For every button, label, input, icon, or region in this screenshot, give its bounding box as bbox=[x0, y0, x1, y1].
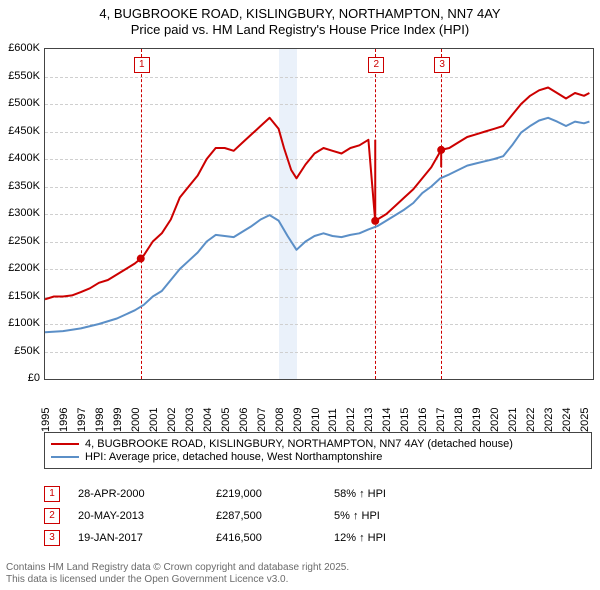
x-tick-label: 1996 bbox=[58, 408, 70, 432]
title-line-2: Price paid vs. HM Land Registry's House … bbox=[0, 22, 600, 38]
attribution-line-1: Contains HM Land Registry data © Crown c… bbox=[6, 562, 594, 574]
y-tick-label: £600K bbox=[8, 42, 40, 54]
x-tick-label: 2003 bbox=[184, 408, 196, 432]
sale-date: 28-APR-2000 bbox=[78, 488, 198, 500]
x-tick-label: 2017 bbox=[435, 408, 447, 432]
x-tick-label: 2009 bbox=[292, 408, 304, 432]
figure: 4, BUGBROOKE ROAD, KISLINGBURY, NORTHAMP… bbox=[0, 0, 600, 590]
sale-point bbox=[137, 255, 145, 263]
y-tick-label: £200K bbox=[8, 262, 40, 274]
x-tick-label: 2000 bbox=[130, 408, 142, 432]
sale-price: £416,500 bbox=[216, 532, 316, 544]
sale-row-marker: 2 bbox=[44, 508, 60, 524]
sale-delta: 5% ↑ HPI bbox=[334, 510, 592, 522]
x-tick-label: 1999 bbox=[112, 408, 124, 432]
legend-swatch bbox=[51, 443, 79, 445]
x-tick-label: 1997 bbox=[76, 408, 88, 432]
title-block: 4, BUGBROOKE ROAD, KISLINGBURY, NORTHAMP… bbox=[0, 0, 600, 39]
sales-table: 1 28-APR-2000 £219,000 58% ↑ HPI 2 20-MAY-201… bbox=[44, 480, 592, 552]
x-tick-label: 2001 bbox=[148, 408, 160, 432]
x-tick-label: 2023 bbox=[543, 408, 555, 432]
chart: £0 £50K £100K £150K £200K £250K £300K £350K £400… bbox=[0, 42, 600, 427]
y-tick-label: £550K bbox=[8, 70, 40, 82]
x-tick-label: 2006 bbox=[238, 408, 250, 432]
sale-row-marker: 1 bbox=[44, 486, 60, 502]
sale-date: 20-MAY-2013 bbox=[78, 510, 198, 522]
y-tick-label: £100K bbox=[8, 317, 40, 329]
y-axis: £0 £50K £100K £150K £200K £250K £300K £350K £400… bbox=[0, 42, 42, 427]
sale-marker-box: 2 bbox=[368, 57, 384, 73]
x-tick-label: 2010 bbox=[310, 408, 322, 432]
sale-price: £219,000 bbox=[216, 488, 316, 500]
y-tick-label: £300K bbox=[8, 207, 40, 219]
x-tick-label: 2020 bbox=[489, 408, 501, 432]
x-tick-label: 2004 bbox=[202, 408, 214, 432]
attribution: Contains HM Land Registry data © Crown c… bbox=[6, 562, 594, 586]
x-tick-label: 2021 bbox=[507, 408, 519, 432]
x-tick-label: 2024 bbox=[561, 408, 573, 432]
sale-row: 2 20-MAY-2013 £287,500 5% ↑ HPI bbox=[44, 508, 592, 524]
sale-date: 19-JAN-2017 bbox=[78, 532, 198, 544]
sale-row-marker: 3 bbox=[44, 530, 60, 546]
x-tick-label: 2005 bbox=[220, 408, 232, 432]
sale-delta: 58% ↑ HPI bbox=[334, 488, 592, 500]
y-tick-label: £500K bbox=[8, 97, 40, 109]
x-tick-label: 1998 bbox=[94, 408, 106, 432]
x-tick-label: 2019 bbox=[471, 408, 483, 432]
sale-delta: 12% ↑ HPI bbox=[334, 532, 592, 544]
x-tick-label: 2025 bbox=[579, 408, 591, 432]
x-tick-label: 2016 bbox=[417, 408, 429, 432]
x-tick-label: 2014 bbox=[381, 408, 393, 432]
title-line-1: 4, BUGBROOKE ROAD, KISLINGBURY, NORTHAMP… bbox=[0, 6, 600, 22]
y-tick-label: £350K bbox=[8, 180, 40, 192]
legend: 4, BUGBROOKE ROAD, KISLINGBURY, NORTHAMP… bbox=[44, 432, 592, 469]
x-tick-label: 2022 bbox=[525, 408, 537, 432]
plot-area: 1 2 3 bbox=[44, 48, 594, 380]
sale-point bbox=[437, 146, 445, 154]
y-tick-label: £250K bbox=[8, 235, 40, 247]
x-tick-label: 2011 bbox=[327, 408, 339, 432]
sale-row: 3 19-JAN-2017 £416,500 12% ↑ HPI bbox=[44, 530, 592, 546]
legend-label: 4, BUGBROOKE ROAD, KISLINGBURY, NORTHAMP… bbox=[85, 438, 513, 450]
series-svg bbox=[45, 49, 593, 379]
legend-label: HPI: Average price, detached house, West… bbox=[85, 451, 382, 463]
legend-swatch bbox=[51, 456, 79, 458]
y-tick-label: £0 bbox=[28, 372, 40, 384]
x-tick-label: 1995 bbox=[40, 408, 52, 432]
legend-item: 4, BUGBROOKE ROAD, KISLINGBURY, NORTHAMP… bbox=[51, 438, 585, 450]
sale-row: 1 28-APR-2000 £219,000 58% ↑ HPI bbox=[44, 486, 592, 502]
x-tick-label: 2007 bbox=[256, 408, 268, 432]
x-tick-label: 2015 bbox=[399, 408, 411, 432]
series-price_paid bbox=[45, 88, 589, 300]
sale-marker-box: 1 bbox=[134, 57, 150, 73]
y-tick-label: £50K bbox=[14, 345, 40, 357]
x-tick-label: 2013 bbox=[363, 408, 375, 432]
x-tick-label: 2018 bbox=[453, 408, 465, 432]
y-tick-label: £400K bbox=[8, 152, 40, 164]
attribution-line-2: This data is licensed under the Open Gov… bbox=[6, 574, 594, 586]
sale-point bbox=[371, 217, 379, 225]
x-tick-label: 2002 bbox=[166, 408, 178, 432]
sale-price: £287,500 bbox=[216, 510, 316, 522]
y-tick-label: £150K bbox=[8, 290, 40, 302]
sale-marker-box: 3 bbox=[434, 57, 450, 73]
legend-item: HPI: Average price, detached house, West… bbox=[51, 451, 585, 463]
x-tick-label: 2012 bbox=[345, 408, 357, 432]
series-hpi bbox=[45, 118, 589, 332]
x-tick-label: 2008 bbox=[274, 408, 286, 432]
y-tick-label: £450K bbox=[8, 125, 40, 137]
x-axis: 1995199619971998199920002001200220032004… bbox=[44, 382, 592, 427]
